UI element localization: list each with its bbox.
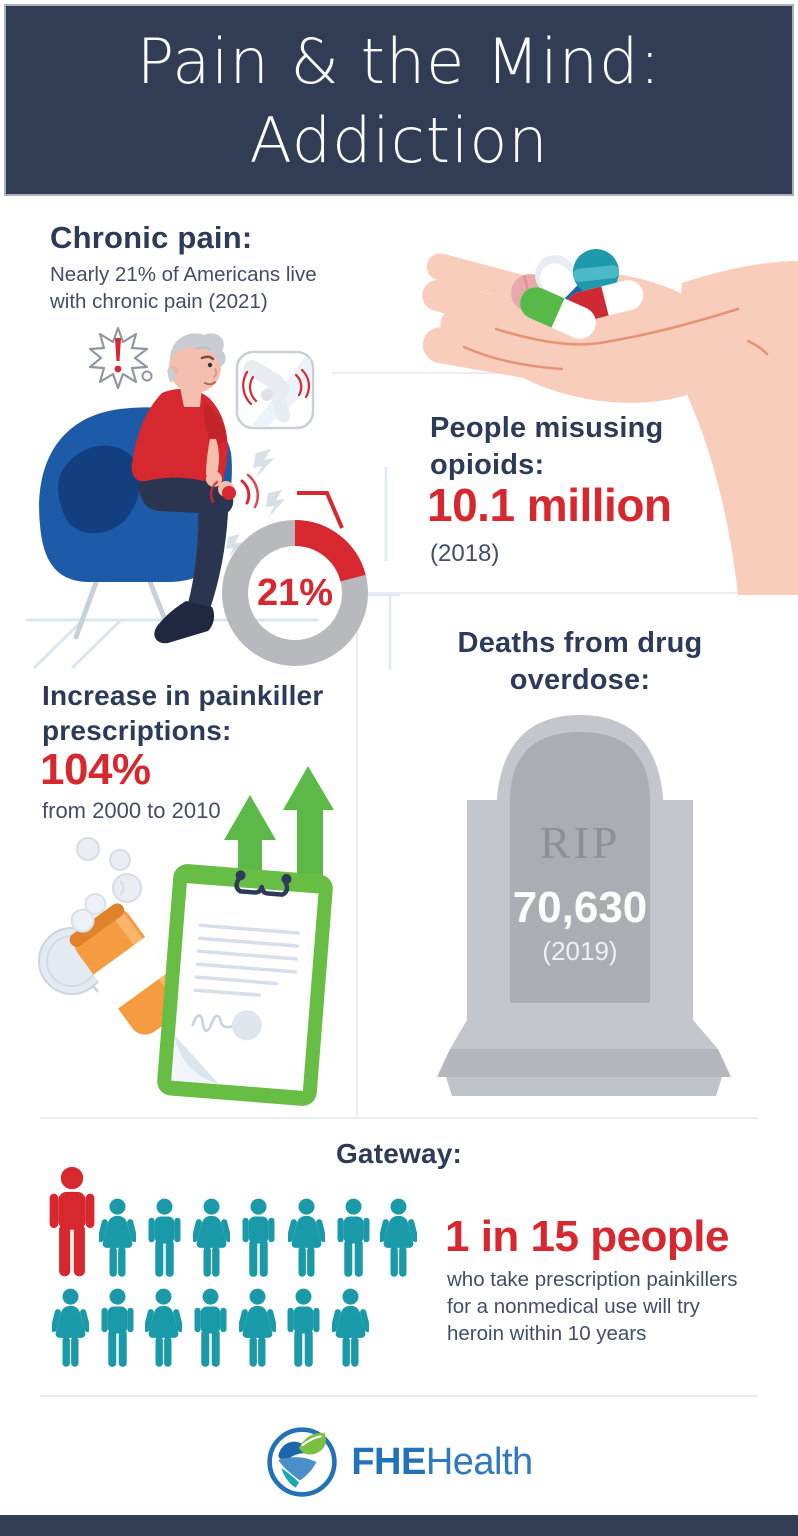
pain-starburst-icon [88,326,153,390]
hand-with-pills-illustration [422,249,798,595]
gray-hair [169,333,226,367]
person-figure [145,1288,182,1368]
opioids-heading: People misusing opioids: [430,410,663,484]
chronic-pain-body: Nearly 21% of Americans live with chroni… [50,261,317,315]
gateway-body-line1: who take prescription painkillers [447,1268,738,1291]
man-head [169,341,221,393]
prescription-clipboard-illustration [38,837,333,1106]
prescriptions-heading: Increase in painkiller prescriptions: [42,678,323,748]
overdose-heading-line1: Deaths from drug [457,627,703,659]
opioids-heading-line2: opioids: [430,449,545,481]
prescriptions-subtext: from 2000 to 2010 [42,798,221,823]
person-figure [146,1198,183,1278]
person-figure [332,1288,369,1368]
fhe-health-logo-icon [267,1427,338,1497]
opioids-year: (2018) [430,540,500,567]
prescriptions-heading-line1: Increase in painkiller [42,680,324,711]
clipboard [157,864,333,1106]
prescriptions-stat: 104% [40,745,151,794]
tombstone-illustration: RIP 70,630 (2019) [437,715,731,1096]
person-figure [335,1198,372,1278]
gateway-pictogram [38,1158,428,1373]
person-figure [193,1198,230,1278]
fhe-health-logo-text: FHEHealth [351,1440,533,1484]
chronic-pain-body-line2: with chronic pain (2021) [50,290,268,313]
person-figure [380,1198,417,1278]
divider-above-logo [40,1395,758,1397]
page-title-line2: Addiction [249,104,549,177]
chronic-pain-donut-chart [222,491,368,666]
divider-above-gateway [40,1117,758,1119]
logo-text-fhe: FHE [351,1440,426,1483]
person-figure [52,1288,89,1368]
person-figure [99,1288,136,1368]
man-knee-pain-illustration [26,326,400,670]
person-figure [288,1198,325,1278]
footer-bar [0,1515,798,1536]
overdose-heading: Deaths from drug overdose: [400,625,760,699]
lightning-bolt-icon [253,449,274,478]
gateway-body: who take prescription painkillers for a … [447,1266,738,1347]
header-banner: Pain & the Mind: Addiction [4,4,794,196]
clipboard-clip [234,870,292,897]
person-figure [192,1288,229,1368]
lightning-bolt-icon [226,534,243,557]
gateway-body-line3: heroin within 10 years [447,1322,647,1345]
chronic-pain-body-line1: Nearly 21% of Americans live [50,263,317,286]
donut-leader-line [297,491,344,529]
opioids-heading-line1: People misusing [430,412,664,444]
donut-center-label: 21% [256,572,334,614]
tombstone-rip-text: RIP [540,817,621,868]
donut-arc [222,520,368,666]
knee-joint-inset [235,350,315,430]
chronic-pain-heading: Chronic pain: [50,220,253,255]
prescriptions-heading-line2: prescriptions: [42,715,232,746]
person-figure [99,1198,136,1278]
highlighted-person-figure [46,1166,98,1278]
overdose-stat: 70,630 [513,883,648,932]
overdose-year: (2019) [542,936,617,966]
person-figure [239,1288,276,1368]
lightning-bolt-icon [266,490,285,517]
page-title: Pain & the Mind: Addiction [6,6,792,180]
overdose-heading-line2: overdose: [509,664,651,696]
person-figure [240,1198,277,1278]
opioids-stat: 10.1 million [427,479,672,531]
divider-mid-right [356,592,758,594]
gateway-stat: 1 in 15 people [445,1212,729,1261]
gateway-heading: Gateway: [335,1138,463,1169]
page-title-line1: Pain & the Mind: [136,25,662,98]
shoe [154,601,215,644]
divider-vertical-center [356,592,358,1119]
person-figure [285,1288,322,1368]
pills-in-hand [511,249,644,339]
knee-pain-dot [222,486,236,500]
leaf-icon [299,1432,327,1455]
gateway-body-line2: for a nonmedical use will try [447,1295,700,1318]
fhe-health-logo: FHEHealth [0,1420,798,1504]
red-shirt [131,388,228,487]
logo-text-health: Health [425,1440,533,1483]
